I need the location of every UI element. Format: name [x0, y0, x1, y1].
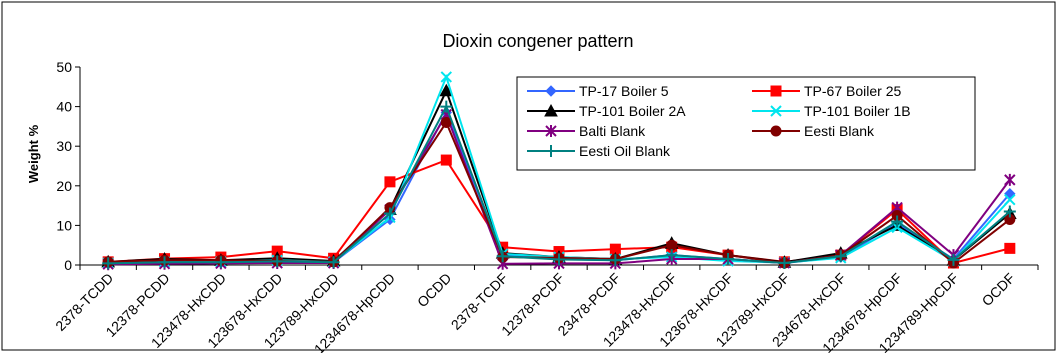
- legend-label: Balti Blank: [579, 123, 646, 139]
- data-point: [440, 100, 453, 113]
- legend-item: Balti Blank: [527, 123, 646, 139]
- legend-item: TP-101 Boiler 1B: [752, 103, 911, 119]
- y-tick-label: 20: [56, 178, 72, 194]
- data-point: [384, 176, 396, 188]
- data-point: [891, 215, 904, 228]
- data-point: [440, 154, 452, 166]
- y-tick-label: 30: [56, 138, 72, 154]
- data-point: [1004, 193, 1016, 206]
- legend-marker: [770, 85, 782, 97]
- legend-label: Eesti Blank: [804, 123, 875, 139]
- data-point: [1004, 242, 1016, 254]
- legend-item: Eesti Oil Blank: [527, 143, 671, 159]
- y-axis-label: Weight %: [26, 124, 41, 183]
- data-point: [496, 250, 509, 263]
- axes: 0 10 20 30 40 50: [56, 59, 1039, 273]
- legend-marker: [545, 85, 557, 97]
- data-point: [553, 253, 565, 266]
- y-tick-label: 0: [64, 257, 72, 273]
- series-6: [102, 100, 1016, 270]
- y-tick-label: 10: [56, 217, 72, 233]
- legend-marker: [545, 145, 557, 157]
- legend-item: TP-101 Boiler 2A: [527, 103, 686, 119]
- data-point: [834, 250, 847, 263]
- data-point: [383, 207, 396, 220]
- legend-box: [516, 76, 976, 171]
- data-point: [947, 253, 960, 266]
- data-point: [440, 116, 452, 128]
- legend-label: Eesti Oil Blank: [579, 143, 671, 159]
- data-point: [214, 256, 227, 269]
- data-point: [722, 253, 735, 266]
- data-point: [102, 257, 115, 270]
- legend-item: TP-67 Boiler 25: [752, 83, 901, 99]
- legend: TP-17 Boiler 5 TP-67 Boiler 25 TP-101 Boil…: [516, 76, 976, 171]
- data-point: [327, 256, 340, 269]
- legend-label: TP-67 Boiler 25: [804, 83, 901, 99]
- data-point: [439, 83, 454, 97]
- legend-label: TP-101 Boiler 2A: [579, 103, 686, 119]
- legend-item: TP-17 Boiler 5: [527, 83, 669, 99]
- data-point: [158, 256, 171, 269]
- legend-marker: [770, 105, 782, 117]
- series-lines: [101, 71, 1017, 271]
- legend-label: TP-17 Boiler 5: [579, 83, 669, 99]
- legend-marker: [544, 103, 558, 117]
- data-point: [1003, 205, 1016, 218]
- data-point: [271, 255, 284, 268]
- y-tick-label: 50: [56, 59, 72, 75]
- data-point: [666, 239, 678, 251]
- data-point: [1004, 173, 1016, 186]
- legend-item: Eesti Blank: [752, 123, 875, 139]
- chart-title: Dioxin congener pattern: [442, 31, 633, 51]
- data-point: [440, 71, 453, 83]
- data-point: [609, 254, 622, 267]
- data-point: [665, 249, 678, 262]
- legend-label: TP-101 Boiler 1B: [804, 103, 911, 119]
- y-tick-label: 40: [56, 99, 72, 115]
- legend-marker: [770, 125, 782, 137]
- legend-marker: [545, 125, 557, 137]
- data-point: [778, 257, 791, 270]
